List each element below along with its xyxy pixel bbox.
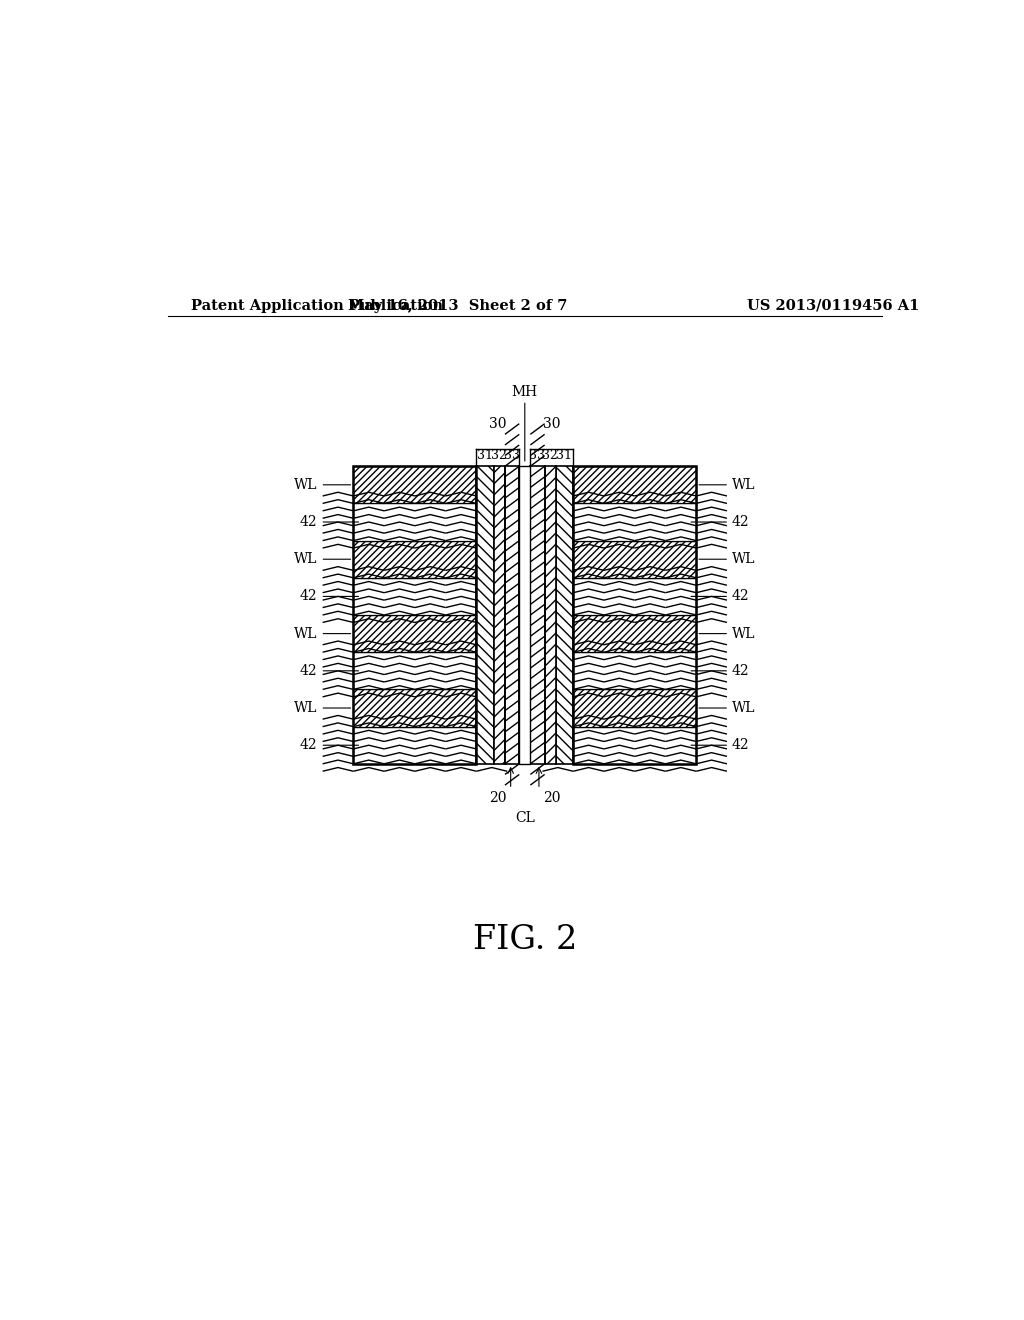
Text: 32: 32 xyxy=(543,449,558,462)
Bar xyxy=(573,689,696,726)
Text: WL: WL xyxy=(294,701,350,715)
Text: FIG. 2: FIG. 2 xyxy=(473,924,577,957)
Bar xyxy=(353,466,476,503)
Bar xyxy=(353,726,476,764)
Text: 42: 42 xyxy=(300,664,358,677)
Bar xyxy=(556,466,573,764)
Bar xyxy=(519,466,530,764)
Text: MH: MH xyxy=(512,384,538,399)
Bar xyxy=(573,726,696,764)
Text: US 2013/0119456 A1: US 2013/0119456 A1 xyxy=(748,298,920,313)
Text: WL: WL xyxy=(294,478,350,492)
Bar xyxy=(353,578,476,615)
Text: 42: 42 xyxy=(691,738,750,752)
Text: 20: 20 xyxy=(543,791,560,805)
Bar xyxy=(353,652,476,689)
Bar xyxy=(494,466,505,764)
Bar xyxy=(353,466,476,764)
Bar xyxy=(353,689,476,726)
Text: 42: 42 xyxy=(691,515,750,529)
Text: 30: 30 xyxy=(489,417,507,432)
Bar xyxy=(573,541,696,578)
Text: WL: WL xyxy=(294,552,350,566)
Text: 31: 31 xyxy=(477,449,494,462)
Bar xyxy=(476,466,494,764)
Bar xyxy=(530,466,545,764)
Bar xyxy=(353,503,476,541)
Text: 42: 42 xyxy=(300,515,358,529)
Bar xyxy=(573,466,696,503)
Text: 31: 31 xyxy=(556,449,572,462)
Bar xyxy=(573,578,696,615)
Text: WL: WL xyxy=(699,627,756,640)
Text: 42: 42 xyxy=(691,590,750,603)
Text: 42: 42 xyxy=(300,590,358,603)
Text: 42: 42 xyxy=(691,664,750,677)
Bar xyxy=(573,466,696,764)
Bar xyxy=(353,541,476,578)
Bar xyxy=(545,466,556,764)
Text: WL: WL xyxy=(699,478,756,492)
Text: 42: 42 xyxy=(300,738,358,752)
Text: 20: 20 xyxy=(489,791,507,805)
Bar xyxy=(505,466,519,764)
Text: WL: WL xyxy=(699,552,756,566)
Text: 32: 32 xyxy=(492,449,507,462)
Text: WL: WL xyxy=(294,627,350,640)
Bar xyxy=(573,615,696,652)
Text: Patent Application Publication: Patent Application Publication xyxy=(191,298,443,313)
Text: 33: 33 xyxy=(529,449,546,462)
Text: May 16, 2013  Sheet 2 of 7: May 16, 2013 Sheet 2 of 7 xyxy=(348,298,567,313)
Bar xyxy=(573,503,696,541)
Bar xyxy=(573,652,696,689)
Text: WL: WL xyxy=(699,701,756,715)
Text: CL: CL xyxy=(515,812,535,825)
Bar xyxy=(353,615,476,652)
Text: 33: 33 xyxy=(504,449,520,462)
Text: 30: 30 xyxy=(543,417,560,432)
